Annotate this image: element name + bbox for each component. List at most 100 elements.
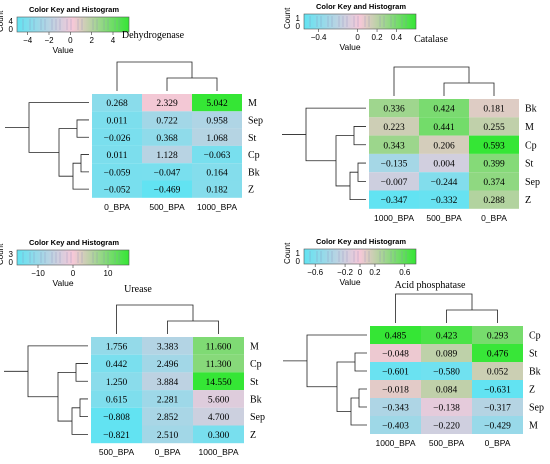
key-tick-label: 2 <box>89 36 94 45</box>
heatmap-cell <box>369 135 419 154</box>
row-dendrogram <box>283 334 367 426</box>
cell-value-label: 0.206 <box>433 141 455 151</box>
column-dendrogram-branch <box>116 61 218 91</box>
heatmap-cell <box>421 362 472 380</box>
cell-value-label: 0.399 <box>483 160 505 170</box>
cell-value-label: −0.317 <box>484 404 511 414</box>
heatmap-cell <box>142 372 193 391</box>
catalase-heatmap-panel: Color Key and Histogram Count 1 0 −0.4 0 0.2 0.… <box>282 1 550 229</box>
row-label: M <box>525 122 534 133</box>
heatmap-cell <box>142 145 192 164</box>
cell-value-label: 11.600 <box>206 342 232 352</box>
column-label: 1000_BPA <box>198 447 238 457</box>
acid-phosphatase-heatmap-panel: Color Key and Histogram Count 1 0 −0.6 −0.2 0 0… <box>282 234 550 462</box>
cell-value-label: −0.135 <box>381 160 408 170</box>
heatmap-cell <box>370 362 421 380</box>
count-max-label: 1 <box>296 249 301 258</box>
heatmap-grid: 0.485 0.423 0.293 −0.048 0.089 0.476 −0.601 −0.… <box>370 326 523 434</box>
heatmap-cell <box>419 172 469 191</box>
heatmap-cell <box>192 111 242 129</box>
heatmap-cell <box>369 99 419 118</box>
heatmap-cell <box>142 425 193 444</box>
color-key-title: Color Key and Histogram <box>316 237 406 246</box>
dehydrogenase-heatmap-panel: Color Key and Histogram Count 4 0 −4 −2 0 2 4 Val… <box>0 1 273 229</box>
heatmap-cell <box>92 128 142 146</box>
row-label: Z <box>248 185 254 196</box>
heatmap-cell <box>192 145 242 164</box>
heatmap-cell <box>419 135 469 154</box>
column-label: 0_BPA <box>485 438 511 448</box>
heatmap-cell <box>91 407 142 426</box>
row-dendrogram <box>4 345 88 435</box>
heatmap-cell <box>192 163 242 181</box>
cell-value-label: 1.068 <box>206 134 228 144</box>
count-max-label: 1 <box>296 14 301 23</box>
row-label: Bk <box>525 104 537 115</box>
cell-value-label: 0.343 <box>383 141 405 151</box>
column-label: 500_BPA <box>426 213 462 223</box>
cell-value-label: −0.403 <box>382 422 409 432</box>
cell-value-label: 0.423 <box>436 332 458 342</box>
key-tick-label: 4 <box>111 36 116 45</box>
heatmap-cell <box>419 117 469 136</box>
row-label: Sep <box>525 177 540 188</box>
heatmap-cell <box>472 380 523 398</box>
heatmap-cell <box>142 354 193 373</box>
cell-value-label: 0.424 <box>433 105 455 115</box>
heatmap-cell <box>142 337 193 355</box>
cell-value-label: −0.059 <box>104 168 131 178</box>
cell-value-label: −0.063 <box>204 151 231 161</box>
heatmap-cell <box>469 172 519 191</box>
cell-value-label: 0.164 <box>206 168 228 178</box>
key-value-label: Value <box>339 42 360 52</box>
heatmap-cell <box>469 99 519 118</box>
column-label: 0_BPA <box>104 202 130 212</box>
cell-value-label: 0.011 <box>106 151 127 161</box>
heatmap-cell <box>142 390 193 408</box>
cell-value-label: 2.510 <box>157 431 179 441</box>
cell-value-label: 0.958 <box>206 116 228 126</box>
heatmap-cell <box>193 372 244 391</box>
heatmap-cell <box>369 172 419 191</box>
cell-value-label: 0.181 <box>483 105 505 115</box>
column-label: 0_BPA <box>155 447 181 457</box>
key-tick-label: 0.6 <box>399 268 411 277</box>
column-label: 1000_BPA <box>375 438 415 448</box>
cell-value-label: 0.476 <box>487 350 509 360</box>
urease-heatmap-panel: Color Key and Histogram Count 3 0 −10 0 10 Valu… <box>0 234 273 462</box>
cell-value-label: 0.004 <box>433 160 455 170</box>
column-label: 0_BPA <box>481 213 507 223</box>
heatmap-grid: 0.268 2.329 5.042 0.011 0.722 0.958 −0.026 0.36… <box>92 94 242 198</box>
cell-value-label: 3.884 <box>157 378 179 388</box>
row-label: Z <box>250 430 256 441</box>
cell-value-label: 0.288 <box>483 196 505 206</box>
cell-value-label: 3.383 <box>157 342 179 352</box>
heatmap-cell <box>91 425 142 444</box>
heatmap-cell <box>472 398 523 416</box>
cell-value-label: −0.429 <box>484 422 511 432</box>
column-dendrogram-branch <box>393 66 495 96</box>
cell-value-label: 4.700 <box>208 413 230 423</box>
cell-value-label: −0.244 <box>431 178 458 188</box>
cell-value-label: −0.631 <box>484 386 511 396</box>
row-label: Bk <box>529 367 541 378</box>
row-label: Z <box>525 195 531 206</box>
heatmap-cell <box>472 326 523 344</box>
cell-value-label: −0.047 <box>154 168 181 178</box>
row-label: M <box>248 98 257 109</box>
column-label: 1000_BPA <box>197 202 237 212</box>
heatmap-cell <box>370 326 421 344</box>
heatmap-cell <box>419 99 469 118</box>
row-label: St <box>529 349 538 360</box>
row-label: Cp <box>525 140 537 151</box>
row-dendrogram <box>5 102 89 190</box>
cell-value-label: 0.255 <box>483 123 505 133</box>
column-dendrogram <box>393 66 495 96</box>
heatmap-title: Catalase <box>414 34 448 45</box>
heatmap-grid: 1.756 3.383 11.600 0.442 2.496 11.300 1.250 3.8… <box>91 337 244 444</box>
cell-value-label: 5.600 <box>208 395 230 405</box>
heatmap-title: Acid phosphatase <box>395 280 466 291</box>
key-tick-label: −0.2 <box>337 268 353 277</box>
